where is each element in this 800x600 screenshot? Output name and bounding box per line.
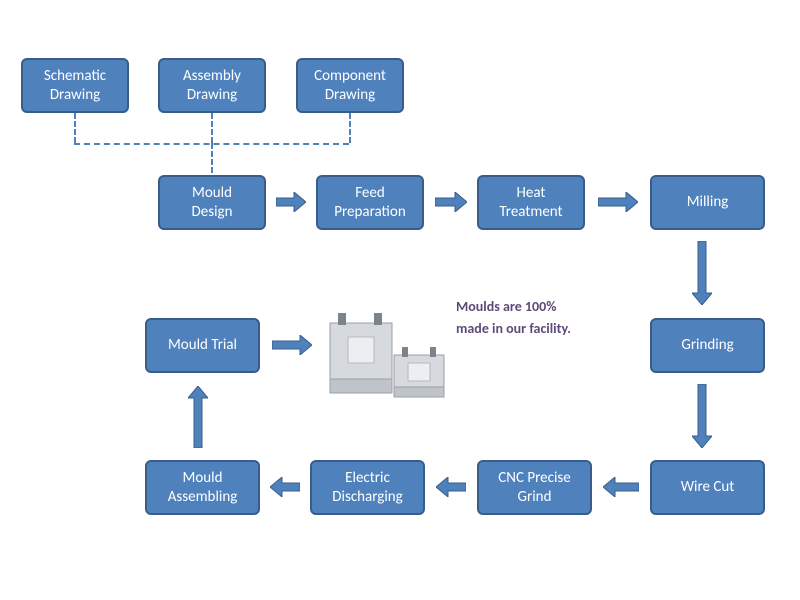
node-mould-assm: MouldAssembling — [145, 460, 260, 515]
arrow — [598, 192, 638, 212]
arrow — [603, 477, 639, 497]
node-milling: Milling — [650, 175, 765, 230]
node-wire-cut: Wire Cut — [650, 460, 765, 515]
arrow — [272, 335, 312, 355]
node-feed-prep: FeedPreparation — [316, 175, 424, 230]
caption-line1: Moulds are 100% — [456, 298, 556, 315]
caption-line2: made in our facility. — [456, 320, 571, 337]
node-mould-trial: Mould Trial — [145, 318, 260, 373]
dashed-segment — [74, 113, 76, 143]
node-assembly: AssemblyDrawing — [158, 58, 266, 113]
node-grinding: Grinding — [650, 318, 765, 373]
node-component: ComponentDrawing — [296, 58, 404, 113]
arrow — [692, 241, 712, 305]
node-electric: ElectricDischarging — [310, 460, 425, 515]
node-heat: HeatTreatment — [477, 175, 585, 230]
arrow — [276, 192, 306, 212]
node-cnc: CNC PreciseGrind — [477, 460, 592, 515]
dashed-segment — [211, 143, 213, 173]
arrow — [436, 477, 466, 497]
arrow — [270, 477, 300, 497]
dashed-segment — [211, 113, 213, 143]
node-mould-design: MouldDesign — [158, 175, 266, 230]
arrow — [435, 192, 467, 212]
node-schematic: SchematicDrawing — [21, 58, 129, 113]
arrow — [692, 384, 712, 448]
mould-photo — [324, 305, 450, 408]
arrow — [188, 386, 208, 448]
dashed-segment — [349, 113, 351, 143]
caption-text: Moulds are 100% made in our facility. — [456, 296, 571, 341]
